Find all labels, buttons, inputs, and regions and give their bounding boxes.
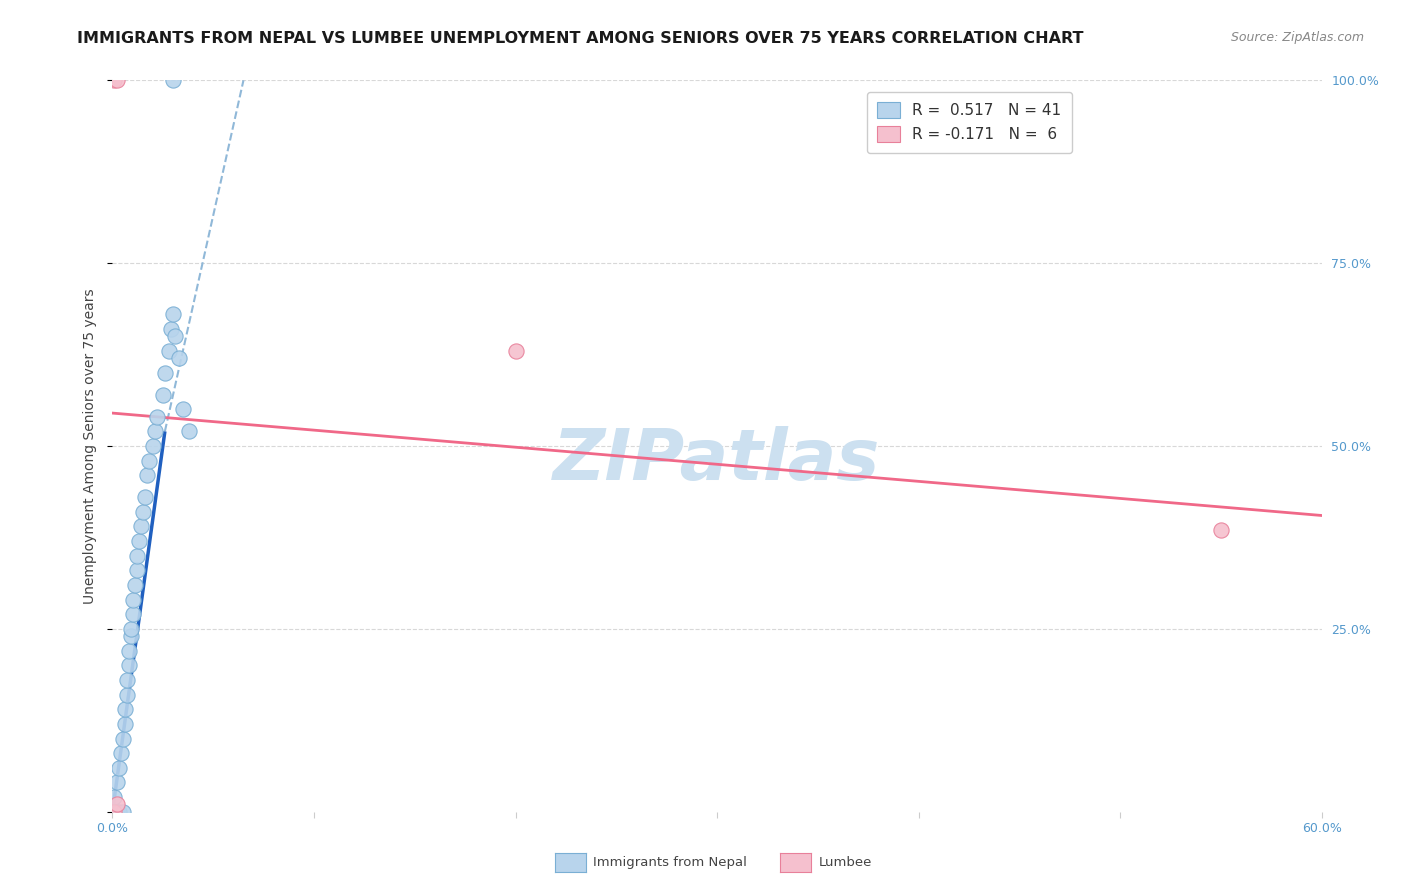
Text: IMMIGRANTS FROM NEPAL VS LUMBEE UNEMPLOYMENT AMONG SENIORS OVER 75 YEARS CORRELA: IMMIGRANTS FROM NEPAL VS LUMBEE UNEMPLOY… — [77, 31, 1084, 46]
Point — [162, 307, 184, 321]
Point — [121, 592, 143, 607]
Point — [125, 549, 148, 563]
Point — [121, 607, 143, 622]
Point — [114, 702, 136, 716]
Point — [177, 425, 200, 439]
Point — [128, 534, 150, 549]
Legend: R =  0.517   N = 41, R = -0.171   N =  6: R = 0.517 N = 41, R = -0.171 N = 6 — [866, 92, 1073, 153]
Point — [153, 366, 176, 380]
Point — [114, 717, 136, 731]
Point — [111, 805, 134, 819]
Point — [505, 343, 527, 358]
Point — [125, 563, 148, 577]
Point — [105, 805, 128, 819]
Point — [111, 731, 134, 746]
Point — [135, 468, 157, 483]
Y-axis label: Unemployment Among Seniors over 75 years: Unemployment Among Seniors over 75 years — [83, 288, 97, 604]
Point — [120, 629, 142, 643]
Point — [157, 343, 180, 358]
Point — [163, 329, 186, 343]
Point — [107, 805, 129, 819]
Text: ZIPatlas: ZIPatlas — [554, 426, 880, 495]
Point — [103, 73, 125, 87]
Point — [160, 322, 183, 336]
Point — [117, 644, 139, 658]
Point — [152, 388, 174, 402]
Point — [138, 453, 160, 467]
Point — [134, 490, 156, 504]
Point — [103, 790, 125, 805]
Point — [132, 505, 155, 519]
Point — [105, 775, 128, 789]
Point — [120, 622, 142, 636]
Point — [103, 805, 125, 819]
Point — [129, 519, 152, 533]
Point — [115, 673, 138, 687]
Text: Source: ZipAtlas.com: Source: ZipAtlas.com — [1230, 31, 1364, 45]
Point — [105, 73, 128, 87]
Point — [1209, 523, 1232, 537]
Point — [110, 746, 132, 760]
Point — [115, 688, 138, 702]
Point — [117, 658, 139, 673]
Text: Immigrants from Nepal: Immigrants from Nepal — [593, 856, 747, 869]
Point — [143, 425, 166, 439]
Text: Lumbee: Lumbee — [818, 856, 872, 869]
Point — [142, 439, 165, 453]
Point — [167, 351, 190, 366]
Point — [107, 761, 129, 775]
Point — [146, 409, 169, 424]
Point — [103, 805, 125, 819]
Point — [172, 402, 194, 417]
Point — [105, 797, 128, 812]
Point — [162, 73, 184, 87]
Point — [124, 578, 146, 592]
